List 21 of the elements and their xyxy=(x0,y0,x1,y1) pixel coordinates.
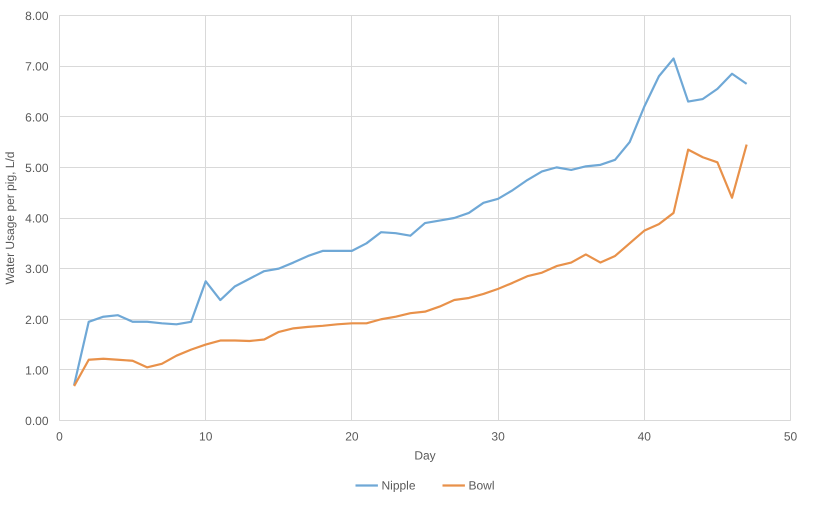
y-tick-label: 7.00 xyxy=(25,60,49,74)
y-tick-label: 1.00 xyxy=(25,363,49,378)
line-series xyxy=(73,143,748,388)
x-tick-label: 10 xyxy=(199,430,213,444)
y-tick-label: 4.00 xyxy=(25,212,49,226)
legend-label: Bowl xyxy=(468,478,495,492)
y-tick-label: 8.00 xyxy=(25,9,49,23)
y-tick-label: 3.00 xyxy=(25,262,49,276)
x-tick-label: 40 xyxy=(638,430,652,444)
line-series xyxy=(73,57,748,386)
y-tick-label: 0.00 xyxy=(25,414,49,428)
x-tick-label: 30 xyxy=(491,430,506,444)
x-tick-label: 20 xyxy=(345,430,359,444)
x-tick-label: 0 xyxy=(56,430,64,444)
y-axis-title: Water Usage per pig, L/d xyxy=(3,152,18,284)
x-tick-label: 50 xyxy=(784,430,798,444)
y-tick-label: 6.00 xyxy=(25,110,49,124)
y-tick-label: 2.00 xyxy=(25,312,49,327)
x-axis-title: Day xyxy=(414,448,436,462)
legend-label: Nipple xyxy=(382,478,416,492)
y-tick-label: 5.00 xyxy=(25,160,49,175)
